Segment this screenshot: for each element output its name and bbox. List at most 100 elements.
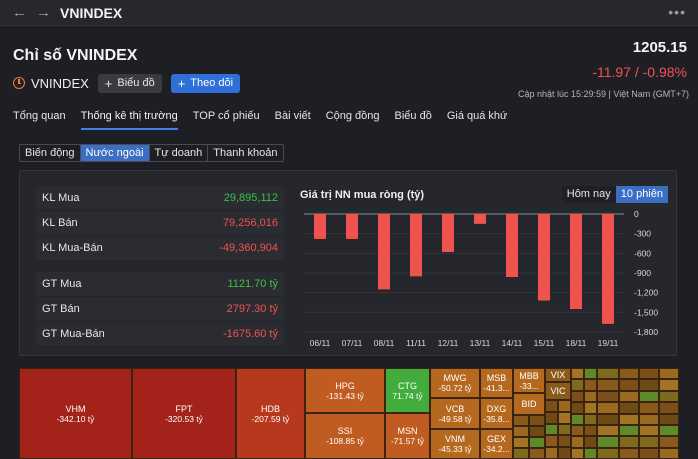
heatmap-small-tile[interactable] [619, 390, 639, 403]
heatmap-small-tile[interactable] [639, 390, 659, 403]
bar[interactable] [314, 214, 326, 239]
heatmap-small-tile[interactable] [513, 415, 529, 426]
heatmap-small-tile[interactable] [584, 436, 597, 448]
heatmap-small-tile[interactable] [545, 435, 558, 448]
heatmap-small-tile[interactable] [639, 379, 659, 391]
heatmap-small-tile[interactable] [597, 447, 619, 459]
heatmap-small-tile[interactable] [584, 368, 597, 380]
heatmap-small-tile[interactable] [619, 436, 639, 448]
heatmap-small-tile[interactable] [558, 411, 571, 424]
heatmap-small-tile[interactable] [584, 413, 597, 425]
heatmap-small-tile[interactable] [597, 390, 619, 403]
heatmap-small-tile[interactable] [571, 413, 584, 425]
more-options-icon[interactable]: ••• [668, 4, 686, 20]
period-ten-sessions-button[interactable]: 10 phiên [615, 186, 668, 203]
heatmap-small-tile[interactable] [545, 411, 558, 424]
heatmap-small-tile[interactable] [571, 379, 584, 391]
heatmap-small-tile[interactable] [639, 436, 659, 448]
period-today-button[interactable]: Hôm nay [561, 186, 616, 203]
heatmap-tile-vcb[interactable]: VCB -49.58 tỷ [430, 398, 480, 429]
heatmap-tile-bid[interactable]: BID [513, 393, 545, 415]
bar[interactable] [474, 214, 486, 224]
heatmap-small-tile[interactable] [558, 400, 571, 412]
heatmap-small-tile[interactable] [571, 368, 584, 380]
heatmap-small-tile[interactable] [584, 424, 597, 437]
heatmap-small-tile[interactable] [529, 426, 545, 437]
back-arrow-icon[interactable]: ← [12, 4, 27, 21]
heatmap-small-tile[interactable] [597, 424, 619, 437]
heatmap-tile-hpg[interactable]: HPG -131.43 tỷ [305, 368, 385, 413]
heatmap-small-tile[interactable] [639, 424, 659, 437]
heatmap-small-tile[interactable] [659, 390, 679, 403]
forward-arrow-icon[interactable]: → [36, 4, 51, 21]
heatmap-tile-ssi[interactable]: SSI -108.85 tỷ [305, 413, 385, 459]
heatmap-tile-msb[interactable]: MSB -41.3... [480, 368, 513, 398]
heatmap-small-tile[interactable] [659, 413, 679, 425]
tab-community[interactable]: Cộng đồng [325, 110, 380, 122]
heatmap-tile-fpt[interactable]: FPT -320.53 tỷ [132, 368, 236, 459]
heatmap-small-tile[interactable] [571, 436, 584, 448]
heatmap-tile-hdb[interactable]: HDB -207.59 tỷ [236, 368, 305, 459]
bar[interactable] [378, 214, 390, 290]
heatmap-tile-vhm[interactable]: VHM -342.10 tỷ [19, 368, 132, 459]
tab-history[interactable]: Giá quá khứ [446, 110, 508, 122]
heatmap-small-tile[interactable] [659, 436, 679, 448]
heatmap-small-tile[interactable] [571, 447, 584, 459]
heatmap-small-tile[interactable] [619, 368, 639, 380]
heatmap-small-tile[interactable] [597, 379, 619, 391]
heatmap-tile-ctg[interactable]: CTG 71.74 tỷ [385, 368, 430, 413]
heatmap-small-tile[interactable] [639, 368, 659, 380]
subtab-liquidity[interactable]: Thanh khoản [213, 147, 278, 159]
heatmap-small-tile[interactable] [529, 448, 545, 459]
heatmap-small-tile[interactable] [558, 447, 571, 459]
heatmap-small-tile[interactable] [659, 379, 679, 391]
tab-chart[interactable]: Biểu đồ [394, 110, 432, 122]
heatmap-small-tile[interactable] [571, 390, 584, 403]
follow-button[interactable]: + Theo dõi [170, 73, 241, 93]
heatmap-small-tile[interactable] [597, 413, 619, 425]
heatmap-small-tile[interactable] [513, 426, 529, 437]
heatmap-small-tile[interactable] [513, 437, 529, 448]
heatmap-tile-vic[interactable]: VIC [545, 382, 571, 400]
heatmap-small-tile[interactable] [639, 413, 659, 425]
heatmap-small-tile[interactable] [619, 379, 639, 391]
heatmap-small-tile[interactable] [619, 424, 639, 437]
tab-articles[interactable]: Bài viết [274, 110, 311, 122]
bar[interactable] [410, 214, 422, 277]
heatmap-small-tile[interactable] [659, 447, 679, 459]
heatmap-small-tile[interactable] [597, 402, 619, 414]
heatmap-small-tile[interactable] [571, 424, 584, 437]
heatmap-small-tile[interactable] [597, 436, 619, 448]
subtab-proprietary[interactable]: Tự doanh [150, 145, 209, 161]
tab-market-stats[interactable]: Thống kê thị trường [80, 110, 178, 130]
heatmap-tile-mwg[interactable]: MWG -50.72 tỷ [430, 368, 480, 398]
heatmap-small-tile[interactable] [619, 402, 639, 414]
heatmap-small-tile[interactable] [659, 424, 679, 437]
heatmap-small-tile[interactable] [584, 390, 597, 403]
heatmap-small-tile[interactable] [513, 448, 529, 459]
heatmap-small-tile[interactable] [584, 447, 597, 459]
heatmap-small-tile[interactable] [639, 447, 659, 459]
bar[interactable] [602, 214, 614, 324]
heatmap-small-tile[interactable] [545, 400, 558, 412]
heatmap-tile-vix[interactable]: VIX [545, 368, 571, 382]
heatmap-small-tile[interactable] [619, 447, 639, 459]
heatmap-tile-msn[interactable]: MSN -71.57 tỷ [385, 413, 430, 459]
subtab-foreign[interactable]: Nước ngoài [80, 145, 150, 161]
bar[interactable] [442, 214, 454, 253]
heatmap-small-tile[interactable] [545, 447, 558, 459]
subtab-movement[interactable]: Biến động [20, 145, 81, 161]
heatmap-small-tile[interactable] [558, 435, 571, 448]
heatmap-tile-dxg[interactable]: DXG -35.8... [480, 398, 513, 429]
heatmap-small-tile[interactable] [639, 402, 659, 414]
heatmap-tile-gex[interactable]: GEX -34.2... [480, 429, 513, 459]
bar[interactable] [538, 214, 550, 301]
heatmap-small-tile[interactable] [558, 423, 571, 436]
heatmap-small-tile[interactable] [597, 368, 619, 380]
heatmap-small-tile[interactable] [659, 402, 679, 414]
bar[interactable] [570, 214, 582, 310]
heatmap-small-tile[interactable] [619, 413, 639, 425]
heatmap-tile-vnm[interactable]: VNM -45.33 tỷ [430, 429, 480, 459]
tab-top-stocks[interactable]: TOP cổ phiếu [192, 110, 260, 122]
chart-button[interactable]: + Biểu đồ [97, 73, 162, 93]
